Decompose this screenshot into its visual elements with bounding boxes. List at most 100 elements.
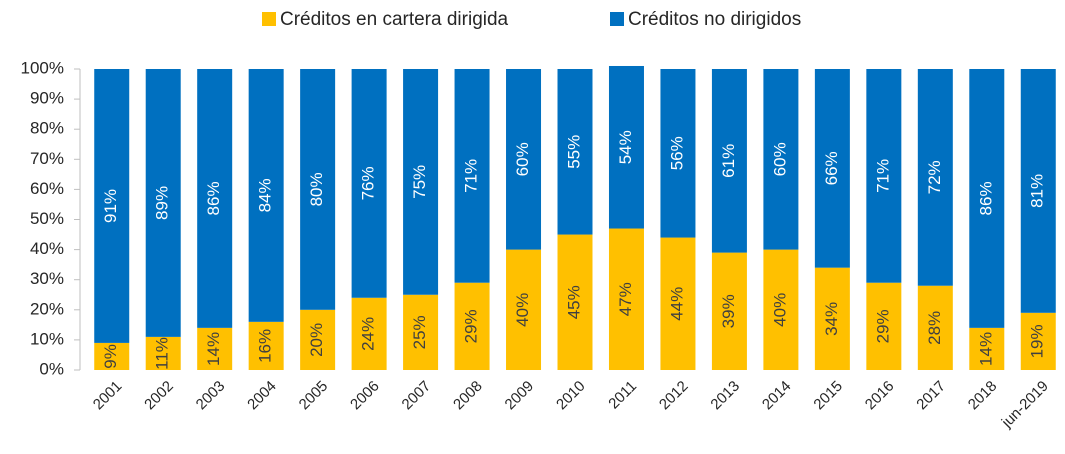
bar-segment <box>711 69 747 253</box>
bar-segment <box>763 69 799 250</box>
x-tick-label: 2001 <box>90 378 126 414</box>
bar-segment <box>814 267 850 370</box>
bar-segment <box>197 69 233 328</box>
x-tick-label: 2009 <box>502 378 538 414</box>
x-tick-label: 2016 <box>862 378 898 414</box>
value-label: 28% <box>925 311 944 345</box>
value-label: 34% <box>822 302 841 336</box>
value-label: 91% <box>101 189 120 223</box>
bar-segment <box>351 69 387 298</box>
y-tick-label: 50% <box>30 209 64 228</box>
x-tick-label: 2010 <box>553 378 589 414</box>
value-label: 39% <box>719 294 738 328</box>
y-tick-label: 70% <box>30 149 64 168</box>
y-tick-label: 60% <box>30 179 64 198</box>
value-label: 44% <box>667 287 686 321</box>
bar-segment <box>145 336 181 370</box>
value-label: 71% <box>462 159 481 193</box>
x-tick-label: 2004 <box>244 378 280 414</box>
value-label: 71% <box>873 159 892 193</box>
x-tick-label: 2018 <box>965 378 1001 414</box>
bar-segment <box>557 234 593 370</box>
x-tick-label: 2007 <box>399 378 435 414</box>
y-tick-label: 90% <box>30 89 64 108</box>
bar-segment <box>94 69 130 343</box>
legend-label: Créditos en cartera dirigida <box>280 9 509 30</box>
bar-segment <box>866 282 902 370</box>
value-label: 14% <box>976 332 995 366</box>
value-label: 89% <box>153 186 172 220</box>
bar-segment <box>763 249 799 370</box>
legend-label: Créditos no dirigidos <box>628 9 801 30</box>
y-tick-label: 20% <box>30 299 64 318</box>
value-label: 84% <box>256 178 275 212</box>
x-tick-label: 2005 <box>296 378 332 414</box>
value-label: 54% <box>616 130 635 164</box>
value-label: 55% <box>564 135 583 169</box>
bar-segment <box>608 65 644 229</box>
bar-segment <box>506 69 542 250</box>
bar-segment <box>94 342 130 370</box>
x-tick-label: 2017 <box>913 378 949 414</box>
bar-segment <box>866 69 902 283</box>
x-tick-label: 2013 <box>707 378 743 414</box>
value-label: 40% <box>513 293 532 327</box>
bar-segment <box>145 69 181 337</box>
x-tick-label: jun-2019 <box>998 378 1052 432</box>
value-label: 81% <box>1028 174 1047 208</box>
value-label: 61% <box>719 144 738 178</box>
value-label: 20% <box>307 323 326 357</box>
legend-swatch <box>262 12 276 26</box>
value-label: 24% <box>359 317 378 351</box>
y-tick-label: 0% <box>39 359 64 378</box>
x-tick-label: 2003 <box>193 378 229 414</box>
x-tick-label: 2012 <box>656 378 692 414</box>
bar-segment <box>454 69 490 283</box>
x-tick-label: 2006 <box>347 378 383 414</box>
value-label: 19% <box>1028 324 1047 358</box>
bar-segment <box>248 321 284 370</box>
bar-segment <box>351 297 387 370</box>
value-label: 56% <box>667 136 686 170</box>
bar-segment <box>300 309 336 370</box>
y-tick-label: 10% <box>30 329 64 348</box>
x-tick-label: 2014 <box>759 378 795 414</box>
value-label: 75% <box>410 165 429 199</box>
value-label: 45% <box>564 285 583 319</box>
legend-swatch <box>610 12 624 26</box>
bar-segment <box>300 69 336 310</box>
bar-segment <box>660 237 696 370</box>
bar-segment <box>814 69 850 268</box>
bar-segment <box>403 69 439 295</box>
value-label: 86% <box>976 181 995 215</box>
value-label: 29% <box>873 309 892 343</box>
bar-segment <box>248 69 284 322</box>
value-label: 16% <box>256 329 275 363</box>
bar-segment <box>917 69 953 286</box>
value-label: 66% <box>822 151 841 185</box>
x-tick-label: 2002 <box>141 378 177 414</box>
y-tick-label: 80% <box>30 119 64 138</box>
bar-segment <box>454 282 490 370</box>
y-tick-label: 40% <box>30 239 64 258</box>
y-tick-label: 100% <box>21 58 64 77</box>
value-label: 14% <box>204 332 223 366</box>
value-label: 9% <box>101 344 120 369</box>
bar-segment <box>969 69 1005 328</box>
bar-segment <box>608 228 644 370</box>
value-label: 11% <box>153 337 172 370</box>
value-label: 47% <box>616 282 635 316</box>
bar-segment <box>506 249 542 370</box>
bar-segment <box>1020 69 1056 313</box>
bar-segment <box>1020 312 1056 370</box>
bar-segment <box>197 327 233 370</box>
x-tick-label: 2011 <box>605 378 640 413</box>
bar-segment <box>711 252 747 370</box>
bar-segment <box>969 327 1005 370</box>
value-label: 76% <box>359 166 378 200</box>
value-label: 80% <box>307 172 326 206</box>
value-label: 60% <box>770 142 789 176</box>
value-label: 86% <box>204 181 223 215</box>
value-label: 72% <box>925 160 944 194</box>
value-label: 60% <box>513 142 532 176</box>
